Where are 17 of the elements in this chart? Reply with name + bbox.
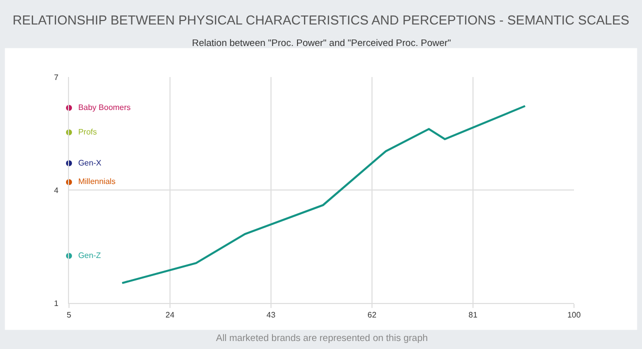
series-label: Gen-Z	[74, 250, 101, 260]
x-tick-label: 24	[166, 310, 175, 320]
x-tick-label: 43	[266, 310, 276, 320]
series-label: Gen-X	[74, 158, 102, 168]
x-tick-label: 81	[468, 310, 478, 320]
x-tick-label: 100	[567, 310, 582, 320]
series-label: Profs	[74, 127, 97, 136]
x-tick-label: 5	[66, 310, 72, 320]
chart-subtitle: Relation between "Proc. Power" and "Perceived Proc. Power"	[192, 38, 452, 49]
y-tick-label: 7	[54, 72, 59, 82]
chart-title: RELATIONSHIP BETWEEN PHYSICAL CHARACTERISTICS AND PERCEPTIONS - SEMANTIC SCALES	[12, 12, 630, 28]
x-tick-label: 62	[368, 310, 377, 320]
y-tick-label: 4	[54, 186, 59, 195]
y-tick-label: 1	[54, 298, 59, 308]
series-label: Baby Boomers	[74, 102, 131, 112]
series-label: Millennials	[74, 177, 116, 186]
text: All marketed brands are represented on this graph	[216, 333, 428, 344]
